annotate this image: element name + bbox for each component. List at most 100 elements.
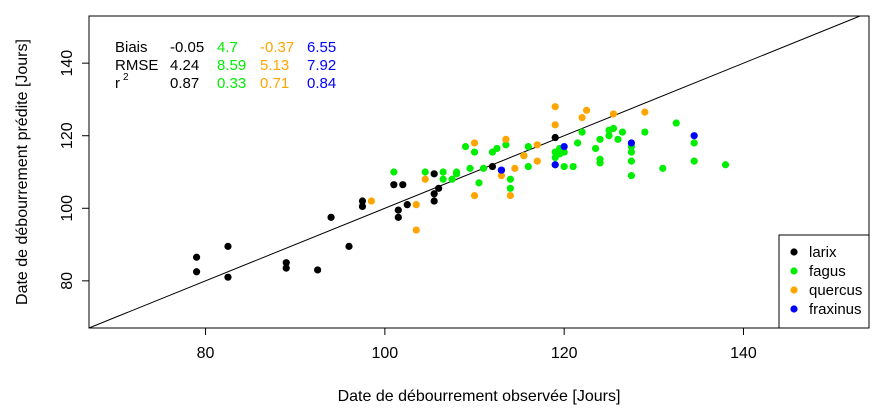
larix-point <box>282 264 290 272</box>
quercus-point <box>367 197 376 205</box>
fagus-point <box>672 119 680 127</box>
fraxinus-point <box>690 132 698 140</box>
larix-point <box>358 202 367 211</box>
quercus-stat-value: -0.37 <box>260 39 294 56</box>
fagus-point <box>596 155 604 163</box>
fraxinus-stat-value: 7.92 <box>307 57 336 74</box>
quercus-point <box>470 139 479 147</box>
y-axis-label: Date de débourrement prédite [Jours] <box>14 39 31 305</box>
fagus-point <box>627 172 636 180</box>
larix-point <box>488 162 497 171</box>
x-tick-label: 100 <box>372 345 399 362</box>
fraxinus-legend-marker <box>790 305 798 313</box>
fagus-point <box>461 143 470 151</box>
fraxinus-point <box>497 166 506 174</box>
larix-point <box>358 197 367 205</box>
quercus-point <box>502 135 510 143</box>
x-axis-label: Date de débourrement observée [Jours] <box>338 388 621 405</box>
x-axis: 80 100 120 140 <box>197 327 757 362</box>
larix-point <box>435 184 443 192</box>
larix-stat-value: -0.05 <box>170 39 204 56</box>
fagus-point <box>466 164 474 172</box>
fraxinus-stat-value: 0.84 <box>307 75 336 92</box>
fagus-stat-value: 4.7 <box>217 39 238 56</box>
quercus-point <box>412 226 420 234</box>
fagus-point <box>475 179 483 187</box>
larix-point <box>390 181 398 189</box>
fagus-point <box>524 162 532 171</box>
fraxinus-stat-value: 6.55 <box>307 39 336 56</box>
quercus-point <box>511 164 519 172</box>
larix-point <box>394 213 402 221</box>
larix-point <box>399 181 407 189</box>
fagus-legend-label: fagus <box>809 263 846 280</box>
quercus-point <box>551 103 559 111</box>
stats-row-label-superscript: 2 <box>123 72 129 83</box>
quercus-point <box>533 157 541 165</box>
quercus-stat-value: 0.71 <box>260 75 289 92</box>
larix-point <box>345 242 353 250</box>
fagus-point <box>524 143 532 151</box>
fagus-point <box>578 128 586 136</box>
fraxinus-point <box>627 139 636 147</box>
fraxinus-point <box>560 143 568 151</box>
fagus-point <box>605 132 613 140</box>
y-axis: 80 100 120 140 <box>59 50 90 290</box>
quercus-point <box>497 172 506 180</box>
larix-point <box>430 197 438 205</box>
legend: larix fagus quercus fraxinus <box>778 234 870 329</box>
larix-stat-value: 0.87 <box>170 75 199 92</box>
quercus-point <box>609 110 618 118</box>
fagus-point <box>641 128 649 136</box>
quercus-point <box>506 191 514 200</box>
larix-point <box>314 266 322 274</box>
fagus-point <box>618 128 627 136</box>
fagus-point <box>627 148 636 156</box>
fagus-point <box>421 168 429 176</box>
larix-point <box>394 206 402 214</box>
quercus-point <box>582 106 591 114</box>
stats-row-label: Biais <box>115 39 148 56</box>
fagus-point <box>569 162 577 171</box>
x-tick-label: 80 <box>197 345 215 362</box>
x-tick-label: 120 <box>551 345 578 362</box>
fraxinus-legend-label: fraxinus <box>809 301 862 318</box>
fagus-point <box>690 139 698 147</box>
fagus-point <box>493 144 501 153</box>
fraxinus-point <box>551 161 559 169</box>
fagus-stat-value: 8.59 <box>217 57 246 74</box>
quercus-stat-value: 5.13 <box>260 57 289 74</box>
stats-row-label: RMSE <box>115 57 158 74</box>
quercus-point <box>641 108 649 116</box>
y-tick-label: 100 <box>59 195 76 222</box>
quercus-legend-marker <box>790 286 798 294</box>
y-tick-label: 80 <box>59 272 76 290</box>
fagus-point <box>659 164 667 172</box>
fagus-point <box>721 161 730 169</box>
stats-row-label: r <box>115 75 120 92</box>
identity-line <box>88 15 861 329</box>
fagus-point <box>502 141 510 149</box>
quercus-point <box>551 121 559 129</box>
fagus-point <box>448 175 456 183</box>
x-tick-label: 140 <box>730 345 757 362</box>
y-tick-label: 140 <box>59 50 76 77</box>
larix-point <box>224 242 232 250</box>
quercus-point <box>520 152 528 160</box>
larix-point <box>430 170 438 178</box>
fagus-point <box>596 135 604 143</box>
quercus-point <box>470 191 479 200</box>
fagus-point <box>560 148 568 156</box>
larix-point <box>430 190 438 198</box>
quercus-legend-label: quercus <box>809 282 862 299</box>
larix-point <box>192 268 201 276</box>
fagus-point <box>479 164 488 172</box>
larix-point <box>551 133 559 142</box>
fagus-point <box>627 157 636 165</box>
quercus-point <box>412 201 420 209</box>
fagus-point <box>609 124 618 133</box>
y-tick-label: 120 <box>59 122 76 149</box>
larix-legend-label: larix <box>809 244 837 261</box>
fagus-point <box>506 184 514 192</box>
